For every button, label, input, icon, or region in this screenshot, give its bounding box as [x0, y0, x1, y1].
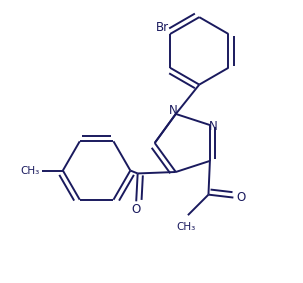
- Text: N: N: [209, 120, 218, 133]
- Text: O: O: [132, 203, 141, 216]
- Text: CH₃: CH₃: [20, 166, 39, 175]
- Text: Br: Br: [156, 21, 169, 34]
- Text: CH₃: CH₃: [177, 222, 196, 231]
- Text: O: O: [236, 191, 245, 204]
- Text: N: N: [169, 104, 178, 117]
